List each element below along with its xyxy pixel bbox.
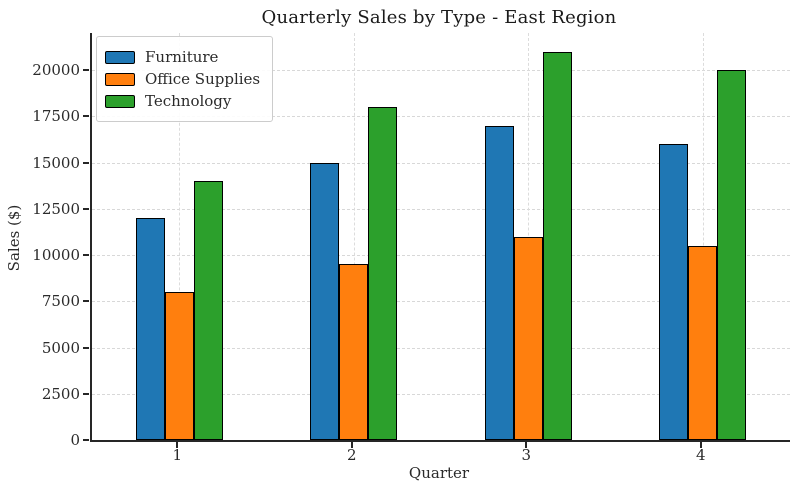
bar-furniture-q2 (310, 162, 340, 440)
y-tick-mark-0 (83, 439, 89, 441)
h-gridline-12500 (92, 208, 790, 210)
bar-furniture-q4 (659, 144, 689, 440)
h-gridline-20000 (92, 70, 790, 71)
x-tick-mark-4 (699, 442, 702, 448)
legend-item-technology: Technology (105, 92, 260, 110)
y-tick-label-2500: 2500 (41, 384, 80, 403)
bar-technology-q2 (368, 107, 398, 440)
x-tick-mark-2 (350, 442, 353, 448)
legend-item-office-supplies: Office Supplies (105, 70, 260, 88)
v-gridline-q2 (353, 33, 355, 440)
bar-technology-q1 (193, 181, 223, 440)
y-tick-mark-7500 (83, 300, 89, 303)
y-tick-mark-2500 (83, 392, 89, 395)
bar-furniture-q3 (484, 125, 514, 440)
bar-technology-q4 (717, 70, 747, 440)
y-tick-label-15000: 15000 (32, 153, 80, 172)
legend-label: Technology (145, 92, 232, 110)
y-tick-label-0: 0 (70, 431, 80, 449)
bar-furniture-q1 (135, 218, 165, 440)
legend-swatch-icon (105, 72, 135, 86)
bar-office-supplies-q4 (688, 245, 718, 440)
x-tick-label-4: 4 (695, 446, 706, 464)
x-tick-label-3: 3 (521, 446, 532, 464)
y-tick-label-20000: 20000 (32, 61, 80, 79)
bar-office-supplies-q2 (339, 264, 369, 440)
y-tick-label-12500: 12500 (32, 199, 80, 218)
x-tick-mark-3 (525, 442, 528, 448)
legend-label: Office Supplies (145, 70, 261, 88)
x-axis-label: Quarter (408, 464, 470, 482)
bar-office-supplies-q3 (513, 236, 543, 440)
bar-office-supplies-q1 (164, 292, 194, 440)
x-tick-label-1: 1 (172, 446, 183, 464)
v-gridline-q1 (179, 33, 181, 440)
h-gridline-7500 (92, 301, 790, 303)
v-gridline-q4 (702, 33, 704, 440)
legend: Furniture Office Supplies Technology (96, 36, 274, 122)
chart-title: Quarterly Sales by Type - East Region (261, 7, 617, 28)
y-tick-mark-10000 (83, 254, 89, 256)
h-gridline-2500 (92, 393, 790, 395)
h-gridline-5000 (92, 347, 790, 349)
y-tick-mark-5000 (83, 346, 89, 349)
y-tick-label-17500: 17500 (32, 107, 80, 126)
plot-area (90, 33, 790, 442)
x-tick-label-2: 2 (346, 446, 357, 464)
y-tick-label-7500: 7500 (41, 292, 80, 311)
y-tick-label-5000: 5000 (41, 338, 80, 357)
h-gridline-15000 (92, 162, 790, 164)
x-tick-mark-1 (176, 442, 179, 448)
y-tick-mark-15000 (83, 161, 89, 164)
legend-swatch-icon (105, 94, 135, 108)
y-tick-mark-12500 (83, 207, 89, 210)
h-gridline-17500 (92, 116, 790, 118)
bar-technology-q3 (542, 51, 572, 440)
legend-swatch-icon (105, 50, 135, 64)
y-tick-mark-17500 (83, 115, 89, 118)
legend-item-furniture: Furniture (105, 48, 260, 66)
legend-label: Furniture (145, 48, 219, 66)
h-gridline-10000 (92, 255, 790, 256)
y-tick-mark-20000 (83, 69, 89, 71)
y-tick-label-10000: 10000 (32, 246, 80, 264)
